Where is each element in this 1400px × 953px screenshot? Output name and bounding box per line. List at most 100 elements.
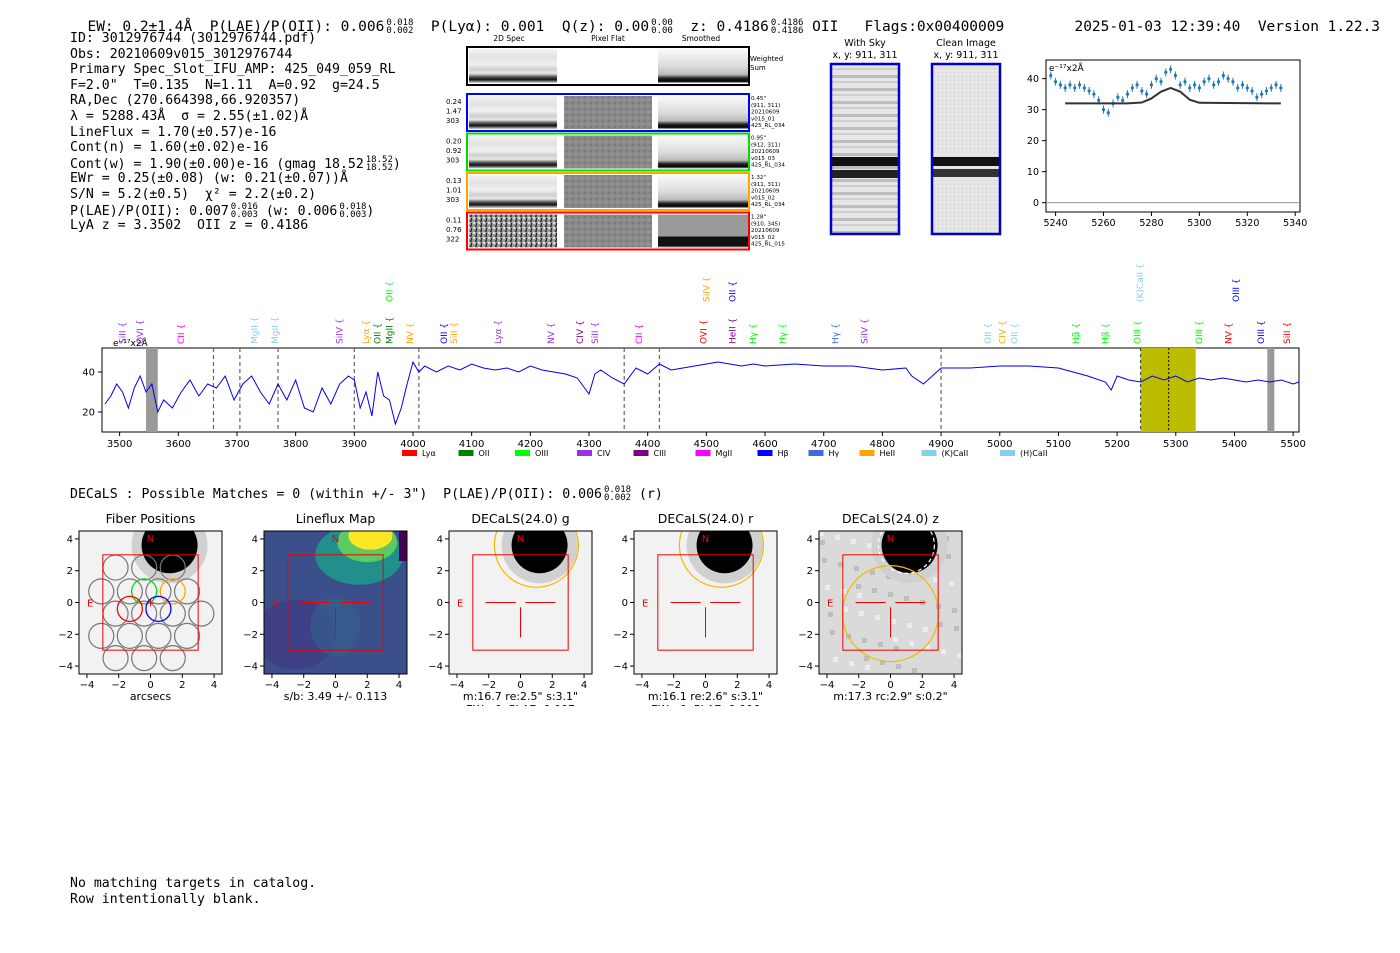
noise-pixel [891, 619, 896, 624]
noise-pixel [830, 630, 835, 635]
cutout-y-tick-label: −2 [58, 630, 73, 641]
spectrum-x-tick-label: 3500 [107, 439, 132, 450]
zoom-line-chart: e⁻¹⁷x2Å 5240 5260 5280 5300 5320 5340 0 10 20 30 4… [1027, 59, 1307, 229]
line-label: CIV { [576, 320, 586, 344]
spectrum-x-tick-label: 5100 [1046, 439, 1071, 450]
cutout-y-tick-label: −2 [428, 630, 443, 641]
source-aperture-dashed [877, 531, 935, 574]
stamp-header-2dspec: 2D Spec [493, 34, 524, 43]
noise-pixel [865, 665, 870, 670]
legend-swatch [577, 450, 592, 456]
spectrum-x-tick-label: 4500 [694, 439, 719, 450]
zoom-data-point [1240, 83, 1245, 87]
cutout-y-tick-label: 4 [252, 534, 258, 545]
spectra-stamps: 2D Spec Pixel Flat Smoothed Weighted Sum… [446, 34, 785, 251]
spectrum-unit-label: e⁻¹⁷x2Å [113, 337, 149, 349]
legend-swatch [808, 450, 824, 456]
cutout-panel-1: Lineflux Map N E −4 −4 −2 −2 0 0 2 2 4 4 s/b: 3.49 +/… [243, 511, 408, 703]
noise-pixel [957, 653, 962, 658]
fiber-circle [116, 622, 143, 649]
cutout-y-tick-label: 4 [67, 534, 73, 545]
line-label: OVI { [136, 320, 146, 344]
info-id: ID: 3012976744 (3012976744.pdf) [70, 31, 317, 46]
line-label: (K)CaII { [1136, 263, 1146, 302]
cutout-x-tick-label: −2 [851, 680, 866, 691]
north-label: N [517, 534, 524, 545]
stamp-row-left-value: 0.11 [446, 217, 462, 225]
spectrum-x-tick-label: 3600 [166, 439, 191, 450]
cutout-x-tick-label: −2 [111, 680, 126, 691]
decals-summary-end: (r) [639, 487, 663, 502]
info-slot: Primary Spec_Slot_IFU_AMP: 425_049_059_R… [70, 62, 396, 78]
zoom-data-point [1063, 86, 1067, 90]
north-label: N [887, 534, 894, 545]
bright-source [696, 531, 753, 574]
zoom-x-tick-label: 5300 [1187, 218, 1211, 229]
cutout-x-tick-label: 2 [549, 680, 555, 691]
zoom-data-point [1073, 86, 1077, 90]
noise-pixel [954, 626, 959, 631]
zoom-data-point [1231, 80, 1235, 84]
fiber-blue [145, 595, 172, 623]
noise-pixel [938, 622, 943, 627]
stamp-row-right-value: 425_RL_015 [751, 242, 785, 248]
zoom-data-point [1207, 77, 1211, 81]
noise-pixel [946, 554, 951, 559]
decals-summary: DECaLS : Possible Matches = 0 (within +/… [70, 487, 602, 502]
cutout-x-tick-label: 4 [211, 680, 217, 691]
cutout-y-tick-label: 4 [437, 534, 443, 545]
legend-swatch [633, 450, 649, 456]
stamp-header-smoothed: Smoothed [682, 34, 721, 43]
stamp-row-right-value: 20210609 [751, 189, 780, 195]
cutout-x-tick-label: 0 [887, 680, 893, 691]
info-plae-row: P(LAE)/P(OII): 0.007 0.016 0.003 (w: 0.006… [70, 202, 401, 219]
cutout-y-tick-label: 0 [67, 598, 73, 609]
zoom-data-point [1121, 98, 1125, 102]
cutout-x-tick-label: 2 [179, 680, 185, 691]
zoom-data-point [1116, 95, 1120, 99]
noise-pixel [835, 535, 840, 540]
stamp-row-right-value: 20210609 [751, 110, 780, 116]
stamp-smoothed [658, 96, 748, 129]
line-label: Hγ { [779, 323, 789, 344]
noise-pixel [856, 584, 861, 589]
line-label: NV { [547, 323, 557, 344]
header-plae-hi: 0.018 [386, 18, 414, 28]
cutout-caption: m:17.3 rc:2.9" s:0.2" [833, 690, 948, 703]
zoom-data-point [1245, 86, 1249, 90]
stamp-row-right-value: 20210609 [751, 228, 780, 234]
line-label: SiII { [118, 322, 128, 344]
noise-pixel [907, 623, 912, 628]
spectrum-data [104, 360, 1300, 426]
info-plae: P(LAE)/P(OII): 0.007 [70, 203, 229, 219]
zoom-data-point [1269, 86, 1273, 90]
stamp-row-right-value: 425_RL_034 [751, 202, 785, 208]
cutout-y-tick-label: −4 [798, 662, 813, 673]
line-label: OII { [729, 281, 739, 302]
noise-pixel [904, 596, 909, 601]
spectrum-x-tick-label: 4700 [811, 439, 836, 450]
noise-pixel [825, 585, 830, 590]
stamp-smoothed-trace [658, 236, 748, 247]
full-spectrum-chart: SiII {OVI {CII {MgII {MgII {SiIV {Lyα {O… [82, 263, 1306, 458]
stamp-smoothed [658, 135, 748, 169]
zoom-data-point [1173, 73, 1177, 78]
noise-pixel [925, 645, 930, 650]
fiber-circle [102, 645, 129, 672]
line-label: OVI { [699, 320, 709, 344]
line-label: Hγ { [831, 323, 841, 344]
stamp-row-left-value: 0.13 [446, 177, 462, 185]
fiber-circle [159, 600, 186, 627]
spectrum-x-tick-label: 5400 [1222, 439, 1247, 450]
stamp-2dspec [469, 214, 557, 248]
spectrum-y-tick-label: 40 [82, 368, 95, 379]
info-contw-row: Cont(w) = 1.90(±0.00)e-16 (gmag 18.52 18.… [70, 155, 401, 172]
noise-pixel [880, 660, 885, 665]
noise-pixel [833, 657, 838, 662]
noise-pixel [820, 540, 825, 545]
noise-pixel [851, 539, 856, 544]
zoom-y-tick-label: 0 [1033, 198, 1039, 209]
legend-label: OIII [535, 449, 548, 458]
cutout-y-tick-label: 0 [622, 598, 628, 609]
east-label: E [642, 599, 648, 610]
